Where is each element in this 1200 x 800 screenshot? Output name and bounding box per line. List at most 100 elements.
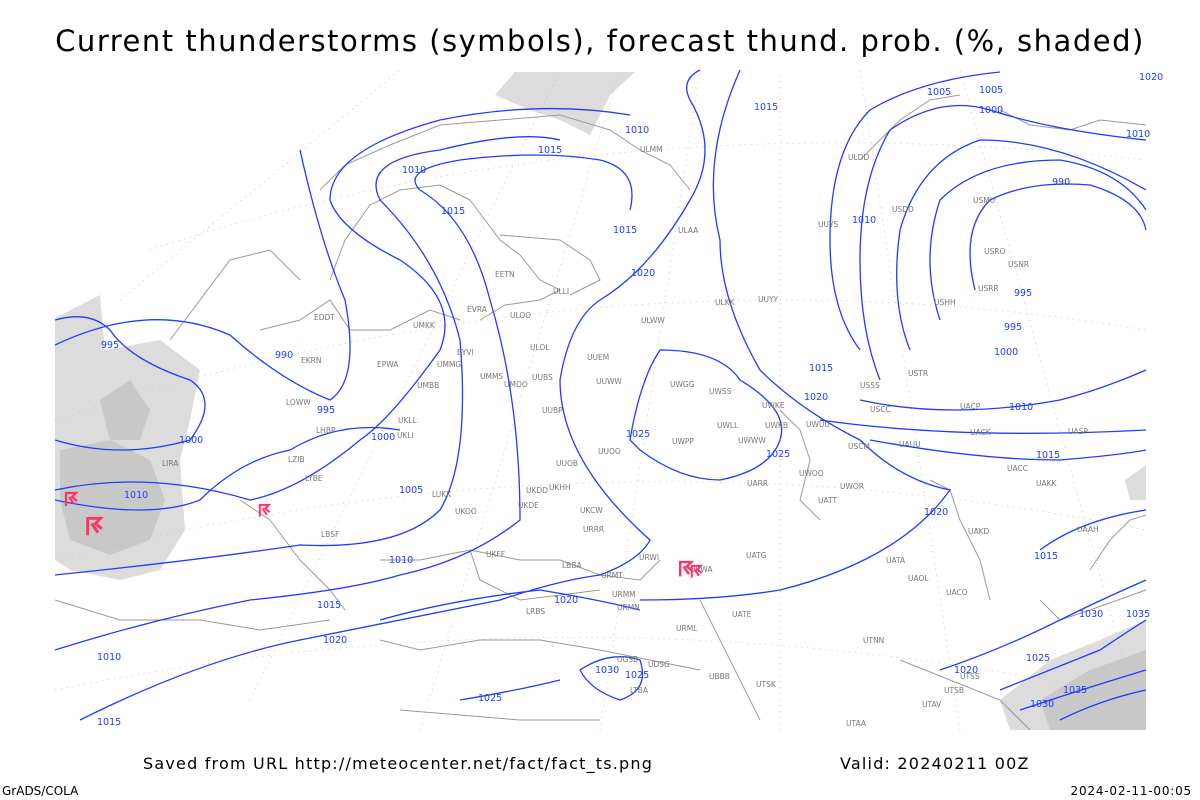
station-label: ULOL	[530, 343, 550, 352]
station-label: UWKE	[762, 401, 785, 410]
isobar-label: 995	[1004, 322, 1022, 333]
station-label: UKFF	[486, 550, 505, 559]
station-label: ULWW	[641, 316, 665, 325]
station-label: UTAV	[922, 700, 942, 709]
station-label: USMU	[973, 196, 995, 205]
station-label: UAUU	[899, 440, 921, 449]
isobar-label: 1015	[317, 600, 341, 611]
thunderstorm-symbol-icon	[258, 503, 272, 517]
station-label: UKHH	[549, 483, 571, 492]
thunderstorm-symbol-stroke	[258, 503, 272, 517]
station-label: ULDD	[848, 153, 869, 162]
station-label: LBBA	[562, 561, 582, 570]
generation-timestamp: 2024-02-11-00:05	[1070, 784, 1192, 798]
isobar-label: 990	[1052, 177, 1070, 188]
station-label: UWUU	[806, 420, 830, 429]
station-label: USDD	[892, 205, 914, 214]
station-label: UKDD	[526, 486, 548, 495]
station-label: UKCW	[580, 506, 603, 515]
isobar-label: 1015	[538, 145, 562, 156]
isobar-label: 1025	[625, 670, 649, 681]
station-label: USSS	[860, 381, 880, 390]
station-label: UDSG	[648, 660, 670, 669]
station-label: UWWW	[738, 436, 766, 445]
isobar-label: 1015	[613, 225, 637, 236]
isobar-label: 995	[317, 405, 335, 416]
station-label: LRBS	[526, 607, 545, 616]
station-label: UTAA	[846, 719, 867, 728]
station-label: UUYS	[818, 220, 839, 229]
isobar-label: 1025	[478, 693, 502, 704]
station-label: LUKK	[432, 490, 452, 499]
isobar-label: 1015	[809, 363, 833, 374]
station-label: UKOO	[455, 507, 477, 516]
isobar-label: 995	[101, 340, 119, 351]
station-label: ULOO	[510, 311, 531, 320]
station-label: UWGG	[670, 380, 695, 389]
map-title: Current thunderstorms (symbols), forecas…	[55, 24, 1145, 58]
isobar-label: 1015	[97, 717, 121, 728]
station-label: ULKK	[715, 298, 736, 307]
station-label: LOWW	[286, 398, 311, 407]
station-label: EDDT	[314, 313, 335, 322]
isobar-label: 1010	[625, 125, 649, 136]
station-label: USRO	[984, 247, 1005, 256]
isobar-label: 1000	[179, 435, 203, 446]
isobar-label: 1030	[1030, 699, 1054, 710]
isobar-label: 1015	[754, 102, 778, 113]
station-label: USHH	[934, 298, 956, 307]
station-label: UUBS	[532, 373, 553, 382]
isobar-label: 1010	[852, 215, 876, 226]
station-label: UACC	[1007, 464, 1028, 473]
station-label: UTSB	[944, 686, 964, 695]
station-label: LHBP	[316, 426, 336, 435]
thunderstorm-symbol-icon	[678, 560, 695, 577]
isobar-label: 1035	[1063, 685, 1087, 696]
thunderstorm-symbol-icon	[64, 491, 79, 506]
station-label: UACK	[970, 428, 992, 437]
station-label: UMMG	[437, 360, 461, 369]
station-label: UKLL	[398, 416, 418, 425]
station-label: UACP	[960, 402, 981, 411]
thunderstorm-symbol-stroke	[86, 516, 105, 536]
station-label: UKDE	[518, 501, 539, 510]
station-label: LIRA	[162, 459, 179, 468]
software-credit: GrADS/COLA	[2, 784, 79, 798]
station-label: EETN	[495, 270, 515, 279]
station-label: ULLI	[553, 287, 569, 296]
station-label: UATT	[818, 496, 837, 505]
thunderstorm-symbol-icon	[690, 564, 704, 578]
station-label: URMM	[612, 590, 636, 599]
station-label: URRR	[583, 525, 604, 534]
station-label: EYVI	[457, 348, 474, 357]
station-label: URMT	[601, 571, 623, 580]
station-label: UUWW	[596, 377, 622, 386]
station-label: UWKB	[765, 421, 788, 430]
station-label: UAKD	[968, 527, 990, 536]
isobar-labels: 1015 1010 1015 1010 1015 1015 1020 1020 1025 1025…	[97, 72, 1163, 728]
isobar-label: 1005	[927, 87, 951, 98]
station-label: LBSF	[321, 530, 339, 539]
station-label: UUBP	[542, 406, 563, 415]
isobar-label: 1020	[954, 665, 978, 676]
station-label: UATG	[746, 551, 767, 560]
isobar-label: 1025	[626, 429, 650, 440]
station-label: UAOL	[908, 574, 929, 583]
station-label: URWA	[690, 565, 713, 574]
isobar-label: 1010	[402, 165, 426, 176]
station-label: UATE	[732, 610, 752, 619]
station-label: ULMM	[640, 145, 663, 154]
station-label: USCM	[848, 442, 870, 451]
shading-west-north	[100, 380, 150, 440]
thunderstorm-symbol-stroke	[690, 564, 704, 578]
isobar-label: 1010	[389, 555, 413, 566]
station-label: URMN	[617, 603, 640, 612]
isobar-label: 995	[1014, 288, 1032, 299]
isobar-label: 1010	[97, 652, 121, 663]
station-label: UACO	[946, 588, 968, 597]
station-label: UASP	[1068, 427, 1088, 436]
isobar-label: 1015	[1036, 450, 1060, 461]
station-label: UUOO	[598, 447, 621, 456]
isobar-label: 1010	[1126, 129, 1150, 140]
station-label: UUYY	[758, 295, 779, 304]
